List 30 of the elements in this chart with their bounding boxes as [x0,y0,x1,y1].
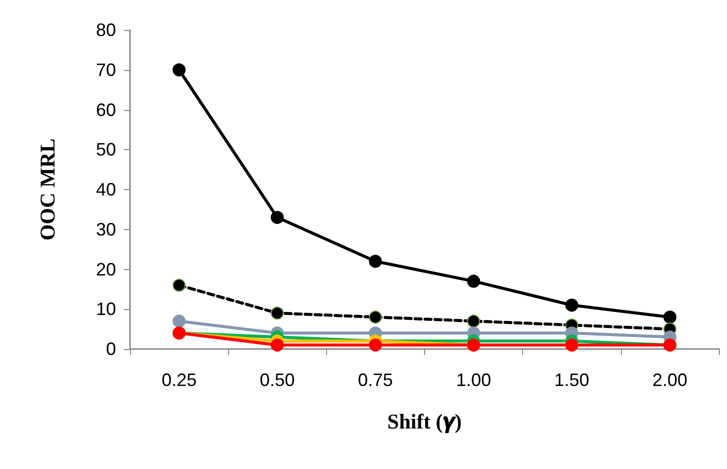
point [172,63,186,76]
y-tick-label: 60 [96,100,116,120]
point [368,310,382,324]
x-tick-label: 0.25 [162,370,197,390]
x-tick-label: 2.00 [652,370,688,390]
point [270,210,284,224]
y-tick-label: 50 [96,140,116,160]
point [270,338,284,352]
point [467,274,480,288]
x-axis-title: Shift (𝜸) [387,410,462,434]
y-tick-label: 80 [96,20,116,40]
x-tick-label: 1.50 [554,370,590,390]
x-tick-label: 0.50 [260,370,295,390]
point [663,310,676,324]
x-tick-label: 0.75 [358,370,393,390]
point [467,314,480,328]
point [368,254,382,268]
y-tick-label: 10 [96,299,116,320]
point [270,306,284,320]
y-tick-label: 20 [96,259,116,280]
y-tick-label: 30 [96,219,116,240]
point [172,314,186,328]
point [172,278,186,292]
y-axis-title: OOC MRL [36,138,60,241]
y-tick-label: 70 [96,60,116,80]
point [565,298,578,312]
x-tick-label: 1.00 [456,370,492,390]
y-tick-label: 0 [106,339,116,359]
point [368,338,382,352]
y-tick-label: 40 [96,180,116,200]
